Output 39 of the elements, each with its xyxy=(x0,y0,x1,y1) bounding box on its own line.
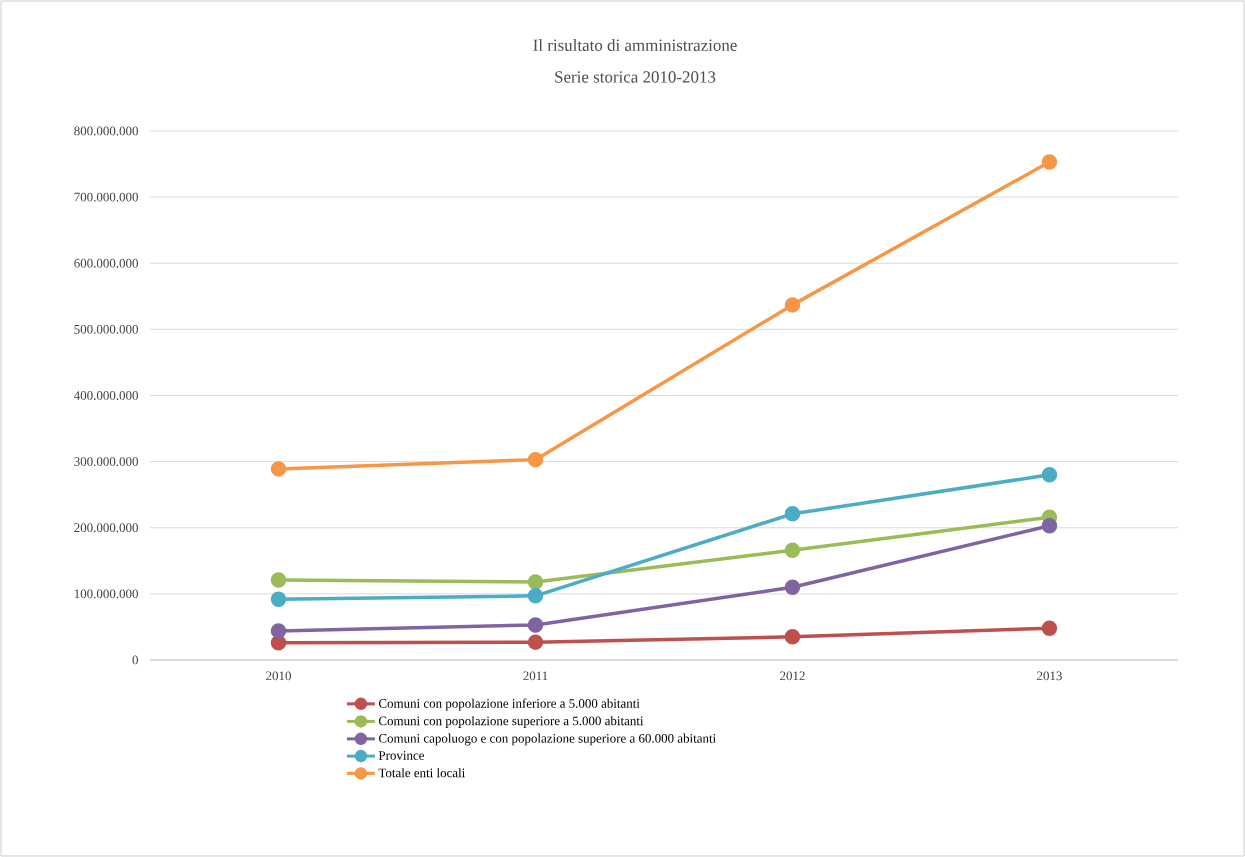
x-tick-label: 2010 xyxy=(266,671,291,681)
point xyxy=(527,634,544,650)
legend-label: Comuni con popolazione inferiore a 5.000 abitanti xyxy=(378,698,640,711)
point xyxy=(1041,518,1058,534)
y-tick-label: 400.000.000 xyxy=(73,391,138,400)
x-tick-label: 2011 xyxy=(523,671,548,681)
point xyxy=(270,591,287,607)
point xyxy=(784,579,801,595)
x-tick-label: 2012 xyxy=(780,671,805,681)
legend-label: Totale enti locali xyxy=(378,768,466,778)
legend-label: Comuni con popolazione superiore a 5.000 abitanti xyxy=(378,716,644,728)
point xyxy=(1041,620,1058,636)
y-tick-label: 300.000.000 xyxy=(74,457,138,467)
legend-label: Province xyxy=(378,751,424,760)
point xyxy=(527,588,544,604)
y-tick-label: 600.000.000 xyxy=(74,258,138,268)
point xyxy=(527,574,544,590)
point xyxy=(1041,467,1058,483)
point xyxy=(527,451,544,468)
point xyxy=(270,461,287,477)
point xyxy=(784,542,801,558)
point xyxy=(784,506,801,522)
legend-label: Comuni capoluogo e con popolazione superiore a 60.000 abitanti xyxy=(378,733,716,746)
point xyxy=(784,297,801,313)
y-tick-label: 700.000.000 xyxy=(74,192,138,202)
point xyxy=(784,629,801,645)
chart-title: Il risultato di amministrazione xyxy=(533,39,737,51)
y-tick-label: 200.000.000 xyxy=(74,523,138,533)
point xyxy=(270,635,287,651)
y-tick-label: 500.000.000 xyxy=(74,324,138,334)
y-tick-label: 800.000.000 xyxy=(74,126,138,136)
point xyxy=(527,617,544,633)
y-tick-label: 100.000.000 xyxy=(74,589,138,599)
point xyxy=(270,623,287,639)
chart-subtitle: Serie storica 2010-2013 xyxy=(555,71,716,83)
y-tick-label: 0 xyxy=(132,655,138,665)
point xyxy=(270,572,287,588)
x-tick-label: 2013 xyxy=(1037,671,1062,681)
point xyxy=(1041,154,1058,170)
